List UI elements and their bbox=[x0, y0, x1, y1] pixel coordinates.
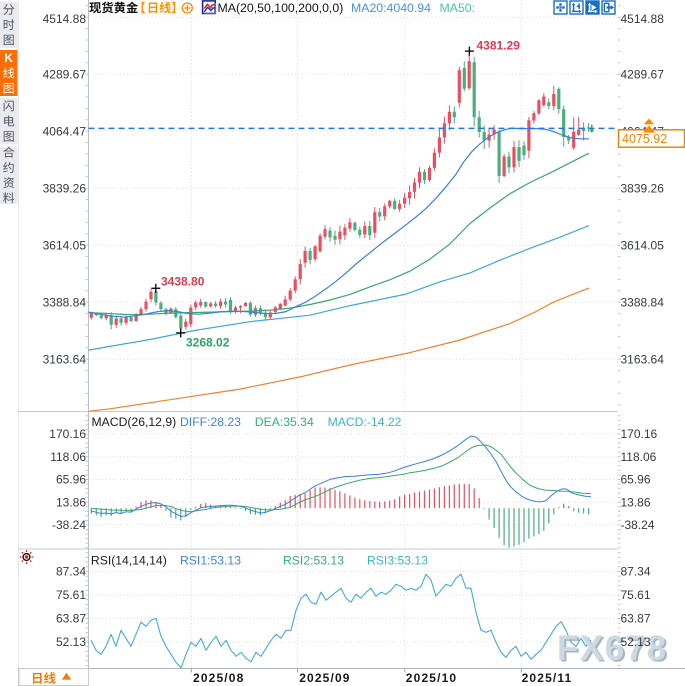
svg-text:4075.92: 4075.92 bbox=[622, 132, 667, 146]
svg-text:170.16: 170.16 bbox=[621, 427, 658, 441]
svg-text:52.13: 52.13 bbox=[56, 635, 86, 649]
svg-text:FX678: FX678 bbox=[557, 629, 668, 668]
svg-text:65.96: 65.96 bbox=[621, 473, 651, 487]
svg-text:FX678: FX678 bbox=[559, 631, 670, 670]
svg-text:K: K bbox=[4, 51, 13, 65]
svg-text:3388.84: 3388.84 bbox=[621, 295, 665, 309]
svg-text:63.87: 63.87 bbox=[56, 612, 86, 626]
svg-text:4289.67: 4289.67 bbox=[621, 67, 665, 81]
svg-text:65.96: 65.96 bbox=[56, 473, 86, 487]
svg-text:4064.47: 4064.47 bbox=[43, 124, 87, 138]
svg-text:RSI1:53.13: RSI1:53.13 bbox=[180, 554, 241, 568]
svg-text:4289.67: 4289.67 bbox=[43, 67, 87, 81]
svg-text:3614.05: 3614.05 bbox=[621, 238, 665, 252]
svg-text:3163.64: 3163.64 bbox=[43, 352, 87, 366]
svg-text:2025/11: 2025/11 bbox=[522, 671, 573, 685]
svg-text:DEA:35.34: DEA:35.34 bbox=[255, 415, 314, 429]
svg-text:63.87: 63.87 bbox=[621, 612, 651, 626]
svg-text:75.61: 75.61 bbox=[621, 588, 651, 602]
svg-text:13.86: 13.86 bbox=[621, 495, 651, 509]
svg-text:4514.88: 4514.88 bbox=[621, 12, 665, 26]
svg-text:2025/10: 2025/10 bbox=[406, 671, 457, 685]
svg-text:2025/09: 2025/09 bbox=[299, 671, 350, 685]
svg-text:118.06: 118.06 bbox=[50, 450, 86, 464]
svg-text:RSI3:53.13: RSI3:53.13 bbox=[367, 554, 428, 568]
svg-text:-38.24: -38.24 bbox=[621, 518, 655, 532]
svg-text:13.86: 13.86 bbox=[56, 495, 86, 509]
svg-text:3163.64: 3163.64 bbox=[621, 352, 665, 366]
svg-text:MA50:: MA50: bbox=[440, 1, 476, 15]
svg-text:3839.26: 3839.26 bbox=[621, 181, 665, 195]
svg-text:4514.88: 4514.88 bbox=[43, 12, 87, 26]
svg-text:87.34: 87.34 bbox=[621, 565, 651, 579]
svg-text:MACD(26,12,9): MACD(26,12,9) bbox=[92, 415, 177, 429]
svg-text:3614.05: 3614.05 bbox=[43, 238, 87, 252]
svg-text:52.13: 52.13 bbox=[621, 635, 651, 649]
svg-text:118.06: 118.06 bbox=[621, 450, 657, 464]
svg-text:MA20:4040.94: MA20:4040.94 bbox=[351, 1, 431, 15]
svg-text:170.16: 170.16 bbox=[49, 427, 86, 441]
svg-text:3839.26: 3839.26 bbox=[43, 181, 87, 195]
svg-text:DIFF:28.23: DIFF:28.23 bbox=[180, 415, 241, 429]
svg-text:87.34: 87.34 bbox=[56, 565, 86, 579]
svg-text:2025/08: 2025/08 bbox=[193, 671, 244, 685]
svg-text:75.61: 75.61 bbox=[56, 588, 86, 602]
svg-text:3268.02: 3268.02 bbox=[186, 336, 230, 350]
svg-text:-38.24: -38.24 bbox=[52, 518, 86, 532]
svg-text:3438.80: 3438.80 bbox=[161, 275, 205, 289]
svg-text:RSI(14,14,14): RSI(14,14,14) bbox=[91, 554, 167, 568]
svg-text:MA(20,50,100,200,0,0): MA(20,50,100,200,0,0) bbox=[218, 1, 344, 15]
svg-text:RSI2:53.13: RSI2:53.13 bbox=[283, 554, 344, 568]
svg-text:MACD:-14.22: MACD:-14.22 bbox=[328, 415, 402, 429]
svg-text:3388.84: 3388.84 bbox=[43, 295, 87, 309]
svg-text:4381.29: 4381.29 bbox=[477, 39, 521, 53]
